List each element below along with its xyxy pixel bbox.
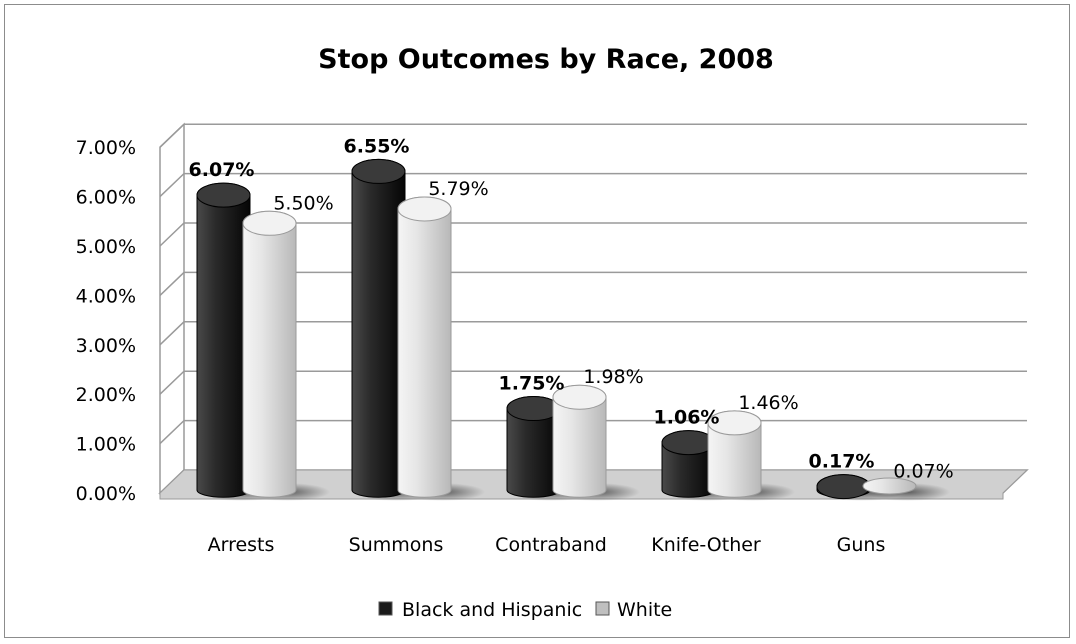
gridline — [159, 172, 1027, 198]
y-tick-label: 5.00% — [76, 236, 136, 258]
bar-cap — [552, 384, 607, 410]
bar-black-and-hispanic-arrests — [196, 182, 251, 498]
data-label: 1.75% — [499, 373, 565, 395]
bar-cap — [707, 410, 762, 436]
y-tick-label: 7.00% — [76, 137, 136, 159]
chart-frame: Stop Outcomes by Race, 2008 0.00% 1.00% 2.… — [4, 4, 1070, 638]
bar-cap — [196, 182, 251, 208]
y-axis-ticks: 0.00% 1.00% 2.00% 3.00% 4.00% 5.00% 6.00% 7.00% — [76, 137, 136, 505]
legend-swatch — [595, 601, 610, 616]
bar-black-and-hispanic-summons — [351, 158, 406, 498]
legend: Black and Hispanic White — [378, 599, 672, 621]
bar-white-summons — [397, 196, 452, 498]
bar-cap — [397, 196, 452, 222]
gridlines — [159, 123, 1027, 445]
gridline — [159, 271, 1027, 296]
side-wall — [159, 122, 185, 495]
data-label: 1.06% — [654, 407, 720, 429]
bar-cap — [242, 210, 297, 236]
legend-swatch — [378, 601, 393, 616]
data-label: 5.50% — [273, 192, 333, 214]
legend-label: White — [617, 599, 672, 621]
data-label: 1.46% — [738, 392, 798, 414]
data-label: 6.07% — [189, 159, 255, 181]
bar-cap — [661, 430, 716, 456]
data-labels: 6.07% 5.50% 6.55% 5.79% 1.75% 1.98% 1.06% 1.46%… — [189, 135, 954, 482]
data-label: 5.79% — [428, 178, 488, 200]
legend-label: Black and Hispanic — [402, 599, 582, 621]
gridline — [159, 222, 1027, 247]
data-label: 6.55% — [344, 135, 410, 157]
gridline — [159, 370, 1027, 395]
bar-white-guns — [862, 477, 917, 495]
category-label: Guns — [837, 534, 886, 556]
y-tick-label: 6.00% — [76, 187, 136, 209]
data-label: 0.07% — [893, 461, 953, 483]
y-tick-label: 3.00% — [76, 335, 136, 357]
bars — [196, 158, 950, 501]
y-tick-label: 4.00% — [76, 285, 136, 307]
bar-white-arrests — [242, 210, 297, 498]
category-label: Summons — [349, 534, 444, 556]
bar-cap — [506, 396, 561, 422]
category-labels: Arrests Summons Contraband Knife-Other Guns — [208, 534, 886, 556]
category-label: Arrests — [208, 534, 275, 556]
chart-title: Stop Outcomes by Race, 2008 — [318, 44, 774, 75]
bar-cap — [351, 158, 406, 184]
bar-chart: Stop Outcomes by Race, 2008 0.00% 1.00% 2.… — [76, 44, 1029, 621]
bar-cap — [816, 474, 871, 500]
gridline — [159, 321, 1027, 346]
gridline — [159, 123, 1027, 148]
category-label: Contraband — [495, 534, 607, 556]
category-label: Knife-Other — [651, 534, 761, 556]
y-tick-label: 0.00% — [76, 483, 136, 505]
y-tick-label: 1.00% — [76, 434, 136, 456]
y-tick-label: 2.00% — [76, 384, 136, 406]
data-label: 0.17% — [809, 451, 875, 473]
data-label: 1.98% — [583, 366, 643, 388]
